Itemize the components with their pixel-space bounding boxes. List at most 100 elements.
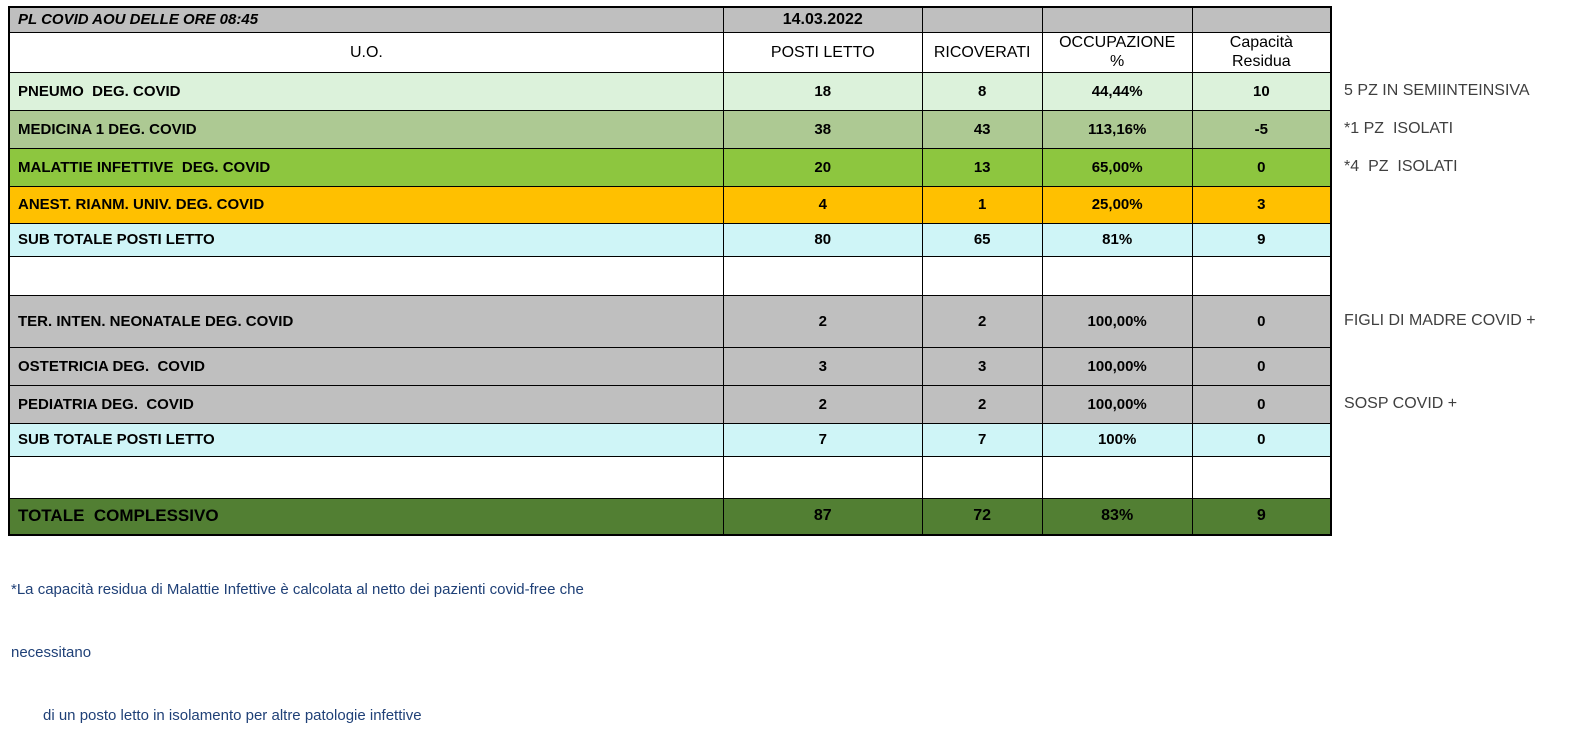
empty-cell (1041, 6, 1193, 33)
empty-cell (921, 6, 1043, 33)
ricoverati-cell: 2 (921, 384, 1043, 424)
capacita-residua-cell: 9 (1191, 497, 1333, 536)
uo-cell: OSTETRICIA DEG. COVID (7, 346, 724, 386)
row-note: *1 PZ ISOLATI (1331, 110, 1593, 148)
capacita-residua-cell: 3 (1191, 185, 1333, 224)
uo-cell: MEDICINA 1 DEG. COVID (7, 109, 724, 149)
occupazione-cell: 44,44% (1041, 71, 1193, 111)
capacita-residua-cell: 0 (1191, 422, 1333, 457)
col-header-uo: U.O. (7, 31, 724, 73)
table-row-medicina-1: MEDICINA 1 DEG. COVID 38 43 113,16% -5 *… (7, 109, 1593, 149)
occupazione-cell: 100,00% (1041, 384, 1193, 424)
occupazione-cell: 25,00% (1041, 185, 1193, 224)
empty-row (7, 255, 1593, 296)
margin-area (1331, 456, 1593, 498)
col-header-occupazione: OCCUPAZIONE % (1041, 31, 1193, 73)
row-note (1331, 186, 1593, 223)
posti-letto-cell: 4 (722, 185, 923, 224)
empty-cell (1041, 255, 1193, 296)
posti-letto-cell: 20 (722, 147, 923, 187)
row-note (1331, 223, 1593, 256)
posti-letto-cell: 3 (722, 346, 923, 386)
row-note: FIGLI DI MADRE COVID + (1331, 295, 1593, 347)
col-header-posti-letto: POSTI LETTO (722, 31, 923, 73)
table-row-ostetricia: OSTETRICIA DEG. COVID 3 3 100,00% 0 (7, 346, 1593, 386)
posti-letto-cell: 38 (722, 109, 923, 149)
report-title: PL COVID AOU DELLE ORE 08:45 (7, 6, 724, 33)
empty-cell (1191, 455, 1333, 499)
occupazione-cell: 100% (1041, 422, 1193, 457)
capacita-residua-cell: 0 (1191, 346, 1333, 386)
footnote-line: *La capacità residua di Malattie Infetti… (11, 581, 584, 598)
row-note: *4 PZ ISOLATI (1331, 148, 1593, 186)
table-row-totale-complessivo: TOTALE COMPLESSIVO 87 72 83% 9 (7, 497, 1593, 536)
margin-area (1331, 256, 1593, 295)
occupazione-cell: 100,00% (1041, 294, 1193, 348)
ricoverati-cell: 7 (921, 422, 1043, 457)
row-note (1331, 423, 1593, 456)
ricoverati-cell: 43 (921, 109, 1043, 149)
empty-cell (7, 455, 724, 499)
empty-row (7, 455, 1593, 499)
table-row-subtotale-2: SUB TOTALE POSTI LETTO 7 7 100% 0 (7, 422, 1593, 457)
posti-letto-cell: 7 (722, 422, 923, 457)
footnote-line: di un posto letto in isolamento per altr… (43, 707, 422, 724)
uo-cell: TOTALE COMPLESSIVO (7, 497, 724, 536)
uo-cell: SUB TOTALE POSTI LETTO (7, 222, 724, 257)
table-row-malattie-infettive: MALATTIE INFETTIVE DEG. COVID 20 13 65,0… (7, 147, 1593, 187)
ricoverati-cell: 1 (921, 185, 1043, 224)
empty-cell (1191, 255, 1333, 296)
posti-letto-cell: 87 (722, 497, 923, 536)
capacita-residua-cell: 9 (1191, 222, 1333, 257)
posti-letto-cell: 2 (722, 294, 923, 348)
table-row-ter-inten-neonatale: TER. INTEN. NEONATALE DEG. COVID 2 2 100… (7, 294, 1593, 348)
footnote: *La capacità residua di Malattie Infetti… (11, 537, 584, 747)
row-note (1331, 498, 1593, 535)
capacita-residua-cell: 0 (1191, 294, 1333, 348)
title-row: PL COVID AOU DELLE ORE 08:45 14.03.2022 (7, 6, 1593, 33)
occupazione-cell: 65,00% (1041, 147, 1193, 187)
ricoverati-cell: 72 (921, 497, 1043, 536)
posti-letto-cell: 80 (722, 222, 923, 257)
empty-cell (7, 255, 724, 296)
col-header-ricoverati: RICOVERATI (921, 31, 1043, 73)
occupazione-cell: 100,00% (1041, 346, 1193, 386)
row-note (1331, 347, 1593, 385)
col-header-capacita-residua: Capacità Residua (1191, 31, 1333, 73)
empty-cell (722, 455, 923, 499)
uo-cell: MALATTIE INFETTIVE DEG. COVID (7, 147, 724, 187)
uo-cell: PEDIATRIA DEG. COVID (7, 384, 724, 424)
occupazione-cell: 83% (1041, 497, 1193, 536)
capacita-residua-cell: 10 (1191, 71, 1333, 111)
ricoverati-cell: 3 (921, 346, 1043, 386)
footnote-line: necessitano (11, 644, 92, 661)
margin-area (1331, 32, 1593, 72)
empty-cell (722, 255, 923, 296)
uo-cell: PNEUMO DEG. COVID (7, 71, 724, 111)
empty-cell (1041, 455, 1193, 499)
empty-cell (1191, 6, 1333, 33)
ricoverati-cell: 2 (921, 294, 1043, 348)
row-note: SOSP COVID + (1331, 385, 1593, 423)
column-header-row: U.O. POSTI LETTO RICOVERATI OCCUPAZIONE … (7, 31, 1593, 73)
uo-cell: TER. INTEN. NEONATALE DEG. COVID (7, 294, 724, 348)
empty-cell (921, 455, 1043, 499)
row-note: 5 PZ IN SEMIINTEINSIVA (1331, 72, 1593, 110)
table-row-pediatria: PEDIATRIA DEG. COVID 2 2 100,00% 0 SOSP … (7, 384, 1593, 424)
ricoverati-cell: 65 (921, 222, 1043, 257)
occupazione-cell: 113,16% (1041, 109, 1193, 149)
occupazione-cell: 81% (1041, 222, 1193, 257)
table-row-subtotale-1: SUB TOTALE POSTI LETTO 80 65 81% 9 (7, 222, 1593, 257)
capacita-residua-cell: 0 (1191, 384, 1333, 424)
covid-beds-table: PL COVID AOU DELLE ORE 08:45 14.03.2022 … (7, 6, 1594, 536)
table-row-pneumo: PNEUMO DEG. COVID 18 8 44,44% 10 5 PZ IN… (7, 71, 1593, 111)
uo-cell: ANEST. RIANM. UNIV. DEG. COVID (7, 185, 724, 224)
ricoverati-cell: 13 (921, 147, 1043, 187)
posti-letto-cell: 18 (722, 71, 923, 111)
capacita-residua-cell: -5 (1191, 109, 1333, 149)
margin-area (1331, 7, 1593, 32)
empty-cell (921, 255, 1043, 296)
report-date: 14.03.2022 (722, 6, 923, 33)
uo-cell: SUB TOTALE POSTI LETTO (7, 422, 724, 457)
posti-letto-cell: 2 (722, 384, 923, 424)
